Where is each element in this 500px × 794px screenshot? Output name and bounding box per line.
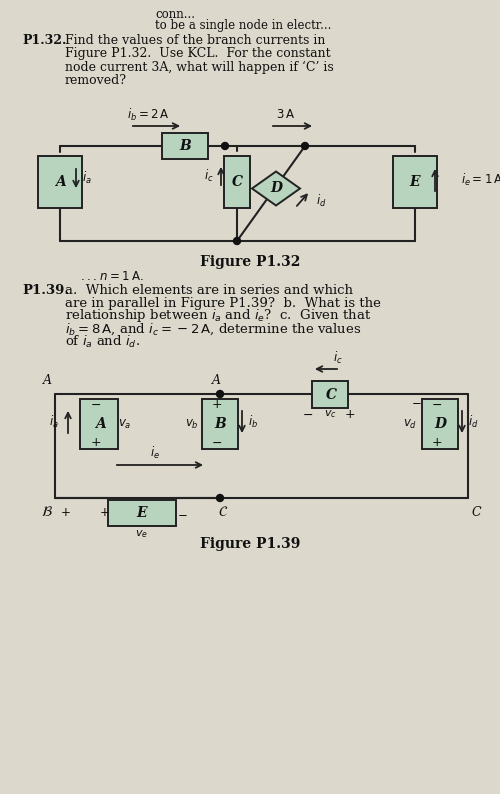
Text: $i_b = 2\,\mathrm{A}$: $i_b = 2\,\mathrm{A}$ [126,107,170,123]
Text: $+$: $+$ [98,507,110,519]
Text: to be a single node in electr...: to be a single node in electr... [155,20,332,33]
Text: A: A [42,373,51,387]
Text: $i_a$: $i_a$ [49,414,59,430]
Text: Find the values of the branch currents in: Find the values of the branch currents i… [65,34,326,48]
Text: B: B [179,139,191,153]
Text: $+$: $+$ [432,435,442,449]
Text: Figure P1.32.  Use KCL.  For the constant: Figure P1.32. Use KCL. For the constant [65,48,330,60]
Text: $\mathcal{C}$: $\mathcal{C}$ [218,505,228,519]
Text: $-$: $-$ [410,395,422,407]
Text: $i_d$: $i_d$ [316,193,326,209]
Text: $3\,\mathrm{A}$: $3\,\mathrm{A}$ [276,109,295,121]
Bar [224,156,250,208]
Circle shape [216,391,224,398]
Text: node current 3A, what will happen if ‘C’ is: node current 3A, what will happen if ‘C’… [65,60,334,74]
Text: $+$: $+$ [60,506,70,518]
Text: $i_c$: $i_c$ [204,168,214,184]
Text: A: A [54,175,66,189]
Text: $+$: $+$ [212,398,222,410]
Bar [422,399,458,449]
Text: are in parallel in Figure P1.39?  b.  What is the: are in parallel in Figure P1.39? b. What… [65,296,381,310]
Text: $i_d$: $i_d$ [468,414,478,430]
Text: conn...: conn... [155,7,195,21]
Text: $v_e$: $v_e$ [136,528,148,540]
Text: $+$: $+$ [90,435,102,449]
Text: $-$: $-$ [302,407,314,421]
Bar [108,500,176,526]
Text: C: C [471,506,481,518]
Text: C: C [232,175,242,189]
Text: P1.39.: P1.39. [22,283,69,296]
Text: $i_e = 1\,\mathrm{A}$: $i_e = 1\,\mathrm{A}$ [461,172,500,188]
Bar [80,399,118,449]
Text: P1.32.: P1.32. [22,34,66,48]
Text: $v_a$: $v_a$ [118,418,132,430]
Bar [162,133,208,159]
Text: $\mathcal{B}$: $\mathcal{B}$ [41,505,53,519]
Text: removed?: removed? [65,74,127,87]
Circle shape [302,142,308,149]
Text: $i_a$: $i_a$ [82,170,92,186]
Text: a.  Which elements are in series and which: a. Which elements are in series and whic… [65,283,353,296]
Text: $v_c$: $v_c$ [324,408,336,420]
Circle shape [216,495,224,502]
Text: of $i_a$ and $i_d$.: of $i_a$ and $i_d$. [65,334,140,350]
Text: Figure P1.39: Figure P1.39 [200,537,300,551]
Text: $\mathrm{...}\,n = 1\,\mathrm{A.}$: $\mathrm{...}\,n = 1\,\mathrm{A.}$ [80,271,144,283]
Text: E: E [136,506,147,520]
Text: $v_b$: $v_b$ [185,418,199,430]
Text: $v_d$: $v_d$ [403,418,417,430]
Text: D: D [270,182,282,195]
Text: $-$: $-$ [90,398,102,410]
Text: A: A [212,373,220,387]
Text: relationship between $i_a$ and $i_e$?  c.  Given that: relationship between $i_a$ and $i_e$? c.… [65,307,371,325]
Bar [38,156,82,208]
Circle shape [234,237,240,245]
Text: A: A [94,417,106,431]
Text: $i_b$: $i_b$ [248,414,258,430]
Bar [202,399,238,449]
Text: $-$: $-$ [432,398,442,410]
Text: E: E [410,175,420,189]
Bar [312,381,348,408]
Text: $+$: $+$ [344,407,356,421]
Text: $-$: $-$ [212,435,222,449]
Text: $i_c$: $i_c$ [333,350,343,366]
Text: $i_e$: $i_e$ [150,445,160,461]
Text: Figure P1.32: Figure P1.32 [200,255,300,269]
Polygon shape [252,172,300,206]
Text: $i_b = 8\,\mathrm{A}$, and $i_c = -2\,\mathrm{A}$, determine the values: $i_b = 8\,\mathrm{A}$, and $i_c = -2\,\m… [65,322,362,337]
Text: B: B [214,417,226,431]
Circle shape [222,142,228,149]
Text: D: D [434,417,446,431]
Text: C: C [326,388,336,402]
Bar [393,156,437,208]
Text: $-$: $-$ [176,507,188,519]
